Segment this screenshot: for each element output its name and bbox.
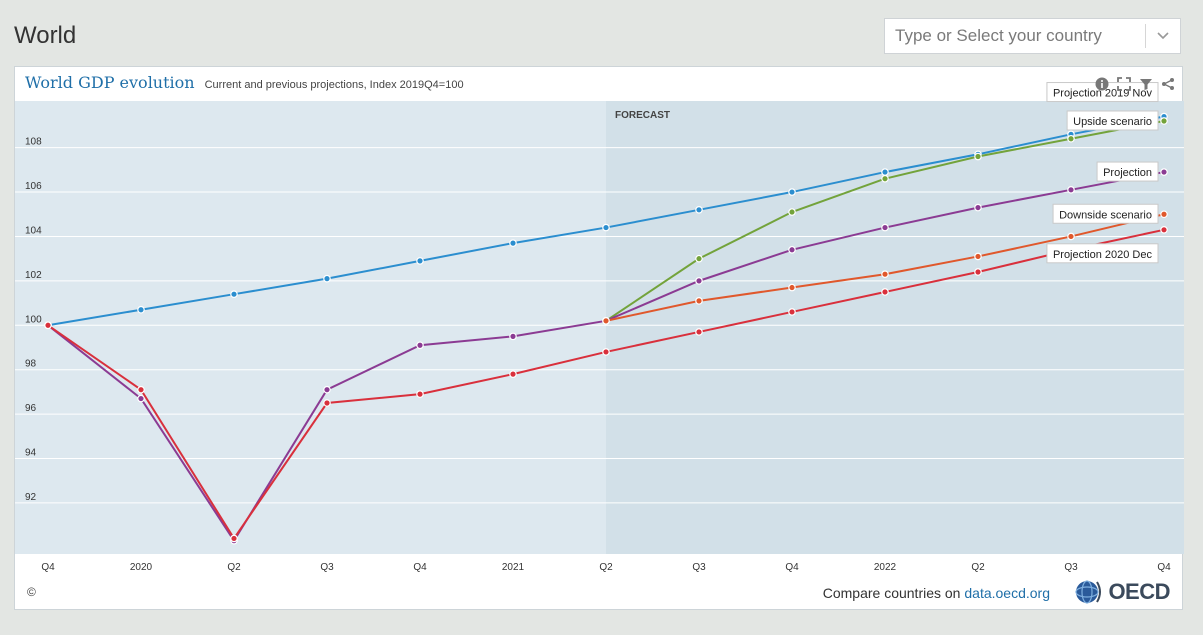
data-point — [1160, 168, 1168, 176]
data-point — [788, 283, 796, 292]
chart-title: World GDP evolution — [25, 73, 195, 92]
y-tick-label: 94 — [25, 448, 37, 459]
data-point — [1160, 117, 1168, 125]
series-callout-box — [1046, 243, 1159, 264]
series-callout-label: Upside scenario — [1073, 116, 1152, 128]
data-point — [1067, 134, 1075, 143]
data-point — [788, 308, 796, 316]
chart-subtitle: Current and previous projections, Index … — [204, 79, 464, 91]
x-tick-label: Q4 — [785, 562, 799, 573]
data-point — [974, 203, 982, 212]
data-point — [323, 399, 331, 407]
data-point — [695, 254, 703, 263]
data-point — [788, 188, 796, 196]
y-tick-label: 106 — [25, 181, 42, 192]
data-point — [881, 174, 889, 183]
oecd-globe-icon — [1075, 580, 1102, 604]
copyright-symbol[interactable]: © — [27, 585, 36, 599]
x-tick-label: Q4 — [1157, 562, 1171, 573]
data-point — [881, 168, 889, 176]
fullscreen-icon[interactable] — [1116, 77, 1132, 91]
chart-footer: © Compare countries on data.oecd.org OEC… — [15, 569, 1182, 609]
x-tick-label: Q2 — [227, 562, 241, 573]
country-select[interactable]: Type or Select your country — [884, 18, 1181, 54]
chart-header: World GDP evolution Current and previous… — [25, 73, 464, 97]
gdp-line-chart: FORECAST 92 94 96 98 100 102 104 106 108 Q4 2020 Q2 Q… — [15, 82, 1184, 573]
x-tick-label: 2022 — [874, 562, 897, 573]
x-tick-label: Q3 — [1064, 562, 1078, 573]
data-point — [44, 321, 52, 330]
x-tick-label: Q2 — [599, 562, 613, 573]
series-callout-box — [1066, 110, 1159, 131]
data-point — [509, 370, 517, 378]
data-point — [137, 394, 145, 403]
data-point — [974, 268, 982, 276]
data-point — [695, 328, 703, 336]
data-point — [1067, 186, 1075, 194]
data-point — [509, 239, 517, 247]
x-tick-label: Q4 — [413, 562, 427, 573]
x-tick-label: Q3 — [320, 562, 334, 573]
data-point — [1067, 232, 1075, 241]
series-callout-box — [1052, 203, 1159, 224]
chevron-down-icon[interactable] — [1146, 19, 1180, 53]
forecast-label: FORECAST — [615, 110, 670, 121]
x-tick-label: Q4 — [41, 562, 55, 573]
x-tick-label: Q3 — [692, 562, 706, 573]
y-tick-label: 96 — [25, 403, 37, 414]
y-tick-label: 102 — [25, 270, 42, 281]
series-callout-label: Projection 2020 Dec — [1053, 249, 1153, 261]
chart-card: FORECAST 92 94 96 98 100 102 104 106 108 Q4 2020 Q2 Q… — [14, 66, 1184, 610]
y-tick-label: 92 — [25, 492, 37, 503]
compare-prefix: Compare countries on — [822, 585, 965, 601]
data-point — [1160, 210, 1168, 219]
data-point — [602, 223, 610, 232]
data-point — [416, 341, 424, 350]
data-point — [881, 288, 889, 296]
data-point — [509, 332, 517, 341]
y-tick-label: 108 — [25, 137, 42, 148]
x-tick-label: 2020 — [130, 562, 153, 573]
series-callout-label: Downside scenario — [1059, 209, 1152, 221]
y-tick-label: 104 — [25, 225, 42, 236]
y-tick-label: 100 — [25, 314, 42, 325]
series-callout-box — [1096, 161, 1159, 182]
data-point — [323, 274, 331, 283]
data-point — [323, 385, 331, 394]
data-point — [788, 245, 796, 254]
data-point — [881, 223, 889, 232]
data-point — [788, 208, 796, 216]
chart-toolbar — [1094, 77, 1176, 91]
data-point — [137, 385, 145, 394]
data-point — [695, 297, 703, 305]
filter-icon[interactable] — [1138, 77, 1154, 91]
oecd-logo-text: OECD — [1108, 579, 1170, 604]
data-point — [230, 534, 238, 543]
data-point — [602, 348, 610, 356]
data-point — [416, 257, 424, 265]
data-point — [695, 277, 703, 285]
share-icon[interactable] — [1160, 77, 1176, 91]
data-point — [602, 317, 610, 325]
data-point — [881, 270, 889, 279]
data-point — [137, 305, 145, 314]
data-point — [416, 390, 424, 398]
oecd-logo[interactable]: OECD — [1075, 578, 1170, 606]
history-background — [15, 101, 606, 554]
data-point — [695, 206, 703, 214]
data-point — [230, 290, 238, 298]
data-point — [1160, 225, 1168, 234]
country-select-divider — [1145, 24, 1146, 48]
series-callout-label: Projection — [1103, 167, 1152, 179]
info-icon[interactable] — [1094, 77, 1110, 91]
data-point — [974, 152, 982, 161]
x-tick-label: Q2 — [971, 562, 985, 573]
country-select-placeholder[interactable]: Type or Select your country — [895, 26, 1102, 45]
compare-countries-text: Compare countries on data.oecd.org — [823, 585, 1050, 601]
y-tick-label: 98 — [25, 359, 37, 370]
x-tick-label: 2021 — [502, 562, 525, 573]
page-title: World — [14, 22, 77, 49]
data-point — [974, 252, 982, 261]
data-oecd-link[interactable]: data.oecd.org — [964, 585, 1050, 601]
